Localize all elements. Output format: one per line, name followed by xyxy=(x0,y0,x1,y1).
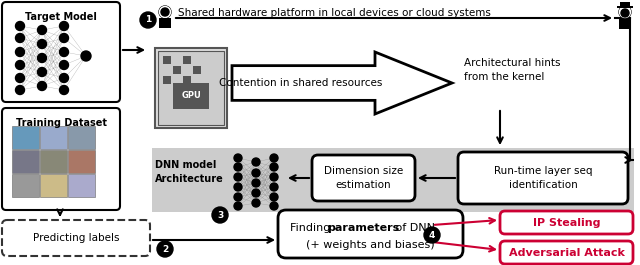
Text: parameters: parameters xyxy=(327,223,399,233)
Text: Training Dataset: Training Dataset xyxy=(15,118,106,128)
Bar xyxy=(183,56,191,64)
Text: Run-time layer seq
identification: Run-time layer seq identification xyxy=(493,166,592,189)
Circle shape xyxy=(234,163,242,171)
Text: Predicting labels: Predicting labels xyxy=(33,233,119,243)
Circle shape xyxy=(620,7,630,17)
Circle shape xyxy=(157,241,173,257)
FancyBboxPatch shape xyxy=(2,2,120,102)
Circle shape xyxy=(60,60,68,69)
Bar xyxy=(193,86,201,94)
Circle shape xyxy=(252,169,260,177)
Circle shape xyxy=(621,9,629,17)
Bar xyxy=(12,150,39,173)
Text: Finding: Finding xyxy=(290,223,334,233)
Bar xyxy=(173,86,181,94)
Bar xyxy=(620,2,630,7)
Bar xyxy=(173,66,181,74)
Circle shape xyxy=(252,179,260,187)
Circle shape xyxy=(270,193,278,201)
Bar xyxy=(619,19,631,29)
Text: (+ weights and biases): (+ weights and biases) xyxy=(306,240,435,250)
Text: of DNN,: of DNN, xyxy=(392,223,438,233)
Circle shape xyxy=(60,47,68,56)
Circle shape xyxy=(252,189,260,197)
Circle shape xyxy=(234,193,242,201)
Bar xyxy=(68,126,95,149)
Circle shape xyxy=(15,21,24,30)
Text: 3: 3 xyxy=(217,210,223,219)
Circle shape xyxy=(38,68,47,77)
Circle shape xyxy=(15,86,24,95)
Circle shape xyxy=(60,86,68,95)
Circle shape xyxy=(15,33,24,42)
FancyBboxPatch shape xyxy=(2,108,120,210)
Text: 4: 4 xyxy=(429,231,435,240)
Text: Adversarial Attack: Adversarial Attack xyxy=(509,248,625,258)
Circle shape xyxy=(424,227,440,243)
Circle shape xyxy=(619,6,631,18)
Circle shape xyxy=(270,163,278,171)
Circle shape xyxy=(38,39,47,48)
Polygon shape xyxy=(232,52,452,114)
Bar xyxy=(159,18,171,28)
Circle shape xyxy=(212,207,228,223)
Circle shape xyxy=(60,21,68,30)
Bar xyxy=(12,174,39,197)
Circle shape xyxy=(15,60,24,69)
FancyBboxPatch shape xyxy=(500,241,633,264)
Bar xyxy=(183,76,191,84)
FancyBboxPatch shape xyxy=(312,155,415,201)
Bar xyxy=(68,150,95,173)
Bar xyxy=(12,126,39,149)
FancyBboxPatch shape xyxy=(458,152,628,204)
Text: Target Model: Target Model xyxy=(25,12,97,22)
Circle shape xyxy=(159,6,171,18)
Bar xyxy=(163,76,171,84)
Circle shape xyxy=(38,82,47,91)
Circle shape xyxy=(38,25,47,34)
Circle shape xyxy=(252,158,260,166)
Circle shape xyxy=(38,54,47,63)
Bar xyxy=(152,148,634,212)
Text: Dimension size
estimation: Dimension size estimation xyxy=(324,166,403,189)
Circle shape xyxy=(270,154,278,162)
Bar xyxy=(155,48,227,128)
Text: 1: 1 xyxy=(145,15,151,24)
Circle shape xyxy=(234,173,242,181)
Bar xyxy=(158,51,224,125)
Bar xyxy=(163,56,171,64)
Text: GPU: GPU xyxy=(181,91,201,100)
Bar xyxy=(40,150,67,173)
Circle shape xyxy=(270,202,278,210)
Bar xyxy=(40,126,67,149)
Bar xyxy=(68,174,95,197)
Text: 2: 2 xyxy=(162,245,168,254)
Circle shape xyxy=(81,51,91,61)
Circle shape xyxy=(60,33,68,42)
Text: Architectural hints
from the kernel: Architectural hints from the kernel xyxy=(464,58,561,82)
FancyBboxPatch shape xyxy=(278,210,463,258)
Circle shape xyxy=(161,8,169,16)
Circle shape xyxy=(270,173,278,181)
FancyBboxPatch shape xyxy=(500,211,633,234)
Circle shape xyxy=(270,183,278,191)
Circle shape xyxy=(60,73,68,82)
Text: DNN model
Architecture: DNN model Architecture xyxy=(155,160,224,184)
Bar xyxy=(40,174,67,197)
Circle shape xyxy=(252,199,260,207)
Circle shape xyxy=(140,12,156,28)
Circle shape xyxy=(159,7,170,17)
Circle shape xyxy=(234,183,242,191)
Circle shape xyxy=(15,73,24,82)
FancyBboxPatch shape xyxy=(2,220,150,256)
Bar xyxy=(193,66,201,74)
Circle shape xyxy=(234,154,242,162)
Circle shape xyxy=(234,202,242,210)
Circle shape xyxy=(15,47,24,56)
Text: IP Stealing: IP Stealing xyxy=(532,218,600,227)
Text: Shared hardware platform in local devices or cloud systems: Shared hardware platform in local device… xyxy=(178,8,491,18)
Bar xyxy=(617,6,633,8)
Text: Contention in shared resources: Contention in shared resources xyxy=(219,78,382,88)
Text: ⬤: ⬤ xyxy=(159,12,172,24)
